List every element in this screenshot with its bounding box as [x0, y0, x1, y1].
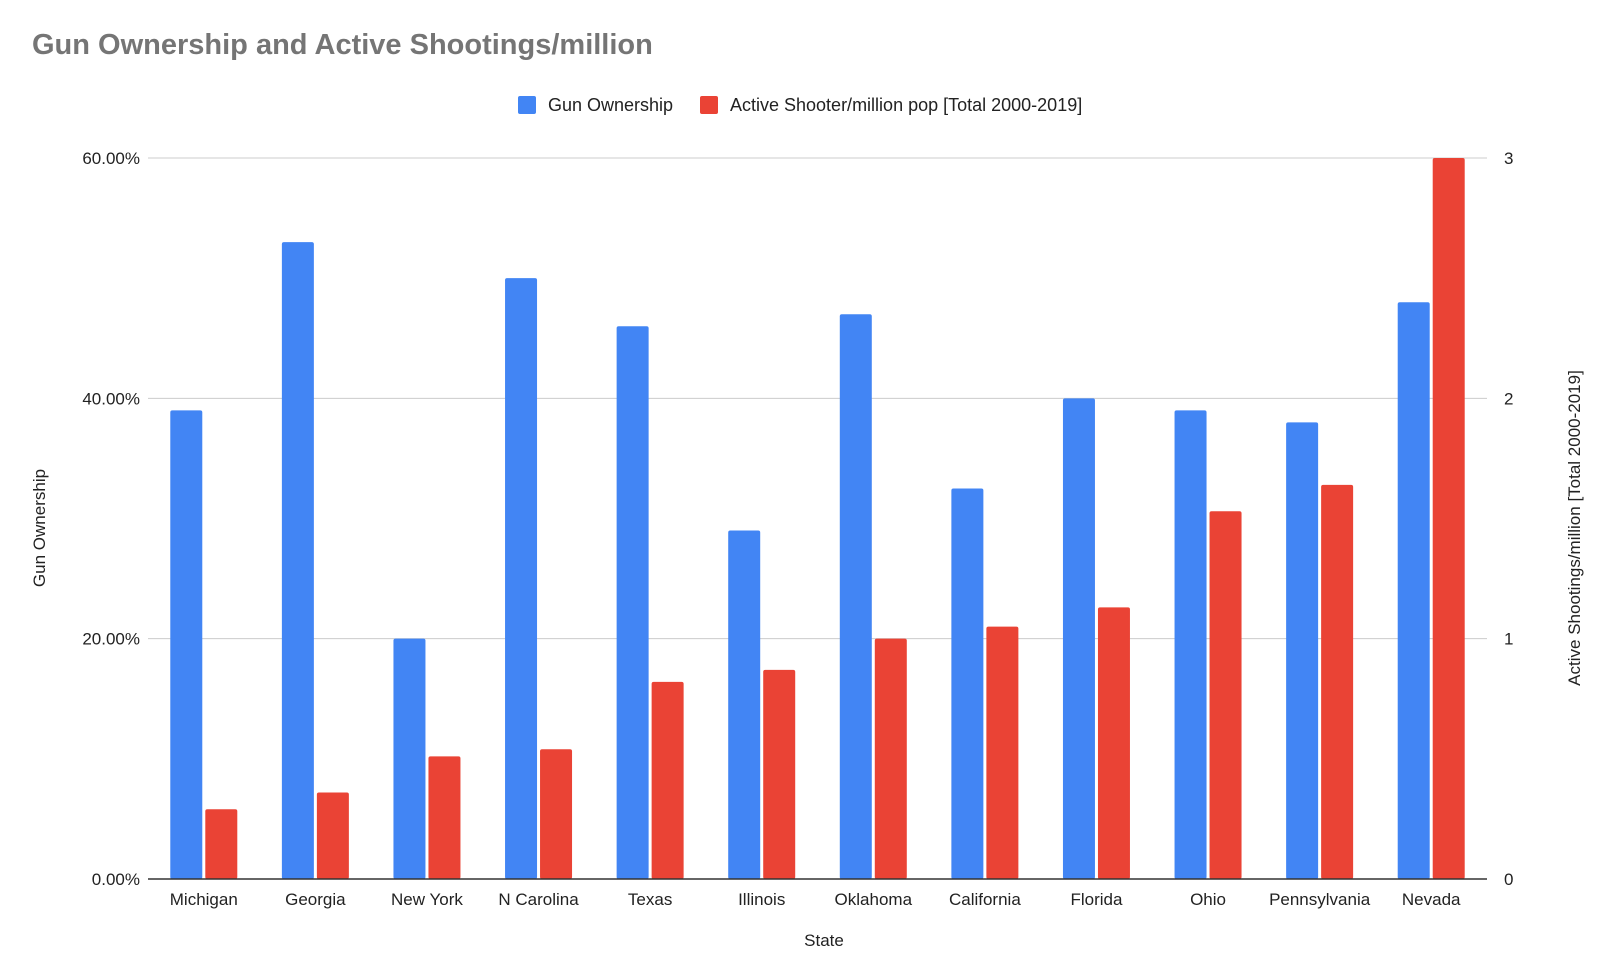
- x-tick-label: Nevada: [1402, 890, 1461, 909]
- x-tick-label: Illinois: [738, 890, 785, 909]
- bar-active-shooter-michigan: [205, 809, 238, 879]
- bars: [148, 158, 1487, 880]
- left-tick-label: 0.00%: [92, 870, 140, 889]
- left-tick-label: 20.00%: [82, 630, 140, 649]
- x-tick-label: Pennsylvania: [1269, 890, 1371, 909]
- right-axis-title: Active Shootings/million [Total 2000-201…: [1565, 370, 1584, 686]
- x-tick-label: Georgia: [285, 890, 346, 909]
- x-axis-title: State: [804, 931, 844, 950]
- bar-gun-ownership-illinois: [728, 530, 761, 879]
- gridlines: [148, 157, 1487, 640]
- bar-active-shooter-nevada: [1432, 158, 1465, 879]
- bar-active-shooter-new-york: [428, 756, 461, 879]
- bar-active-shooter-texas: [651, 681, 684, 879]
- bar-active-shooter-california: [986, 626, 1019, 879]
- bar-active-shooter-oklahoma: [874, 638, 907, 879]
- right-tick-label: 0: [1504, 870, 1513, 889]
- x-tick-label: N Carolina: [498, 890, 579, 909]
- bar-gun-ownership-michigan: [170, 410, 203, 879]
- bar-active-shooter-florida: [1097, 607, 1130, 879]
- left-axis-ticks: 0.00% 20.00% 40.00% 60.00%: [82, 149, 140, 889]
- bar-active-shooter-pennsylvania: [1321, 484, 1354, 879]
- right-axis-ticks: 0 1 2 3: [1504, 149, 1513, 889]
- bar-gun-ownership-ohio: [1174, 410, 1207, 879]
- legend-label-active-shooter: Active Shooter/million pop [Total 2000-2…: [730, 95, 1082, 115]
- left-tick-label: 60.00%: [82, 149, 140, 168]
- x-tick-label: Michigan: [170, 890, 238, 909]
- x-tick-label: California: [949, 890, 1021, 909]
- legend-swatch-gun-ownership: [518, 96, 536, 114]
- bar-gun-ownership-oklahoma: [839, 314, 872, 879]
- legend-swatch-active-shooter: [700, 96, 718, 114]
- left-axis-title: Gun Ownership: [30, 469, 49, 587]
- bar-gun-ownership-pennsylvania: [1286, 422, 1319, 879]
- right-tick-label: 3: [1504, 149, 1513, 168]
- bar-gun-ownership-new-york: [393, 638, 426, 879]
- legend: Gun Ownership Active Shooter/million pop…: [518, 95, 1082, 115]
- bar-active-shooter-illinois: [763, 669, 796, 879]
- bar-gun-ownership-texas: [616, 326, 649, 879]
- bar-gun-ownership-georgia: [281, 242, 314, 879]
- bar-gun-ownership-california: [951, 488, 984, 879]
- x-tick-label: Oklahoma: [835, 890, 913, 909]
- right-tick-label: 1: [1504, 630, 1513, 649]
- bar-active-shooter-ohio: [1209, 511, 1242, 879]
- bar-gun-ownership-n-carolina: [505, 278, 538, 880]
- x-tick-label: Ohio: [1190, 890, 1226, 909]
- bar-active-shooter-georgia: [316, 792, 349, 879]
- bar-active-shooter-n-carolina: [540, 749, 573, 879]
- x-axis-ticks: Michigan Georgia New York N Carolina Texas Il…: [170, 890, 1461, 909]
- left-tick-label: 40.00%: [82, 389, 140, 408]
- bar-gun-ownership-florida: [1062, 398, 1095, 879]
- chart-title: Gun Ownership and Active Shootings/milli…: [32, 29, 653, 61]
- x-tick-label: New York: [391, 890, 463, 909]
- x-tick-label: Florida: [1070, 890, 1123, 909]
- right-tick-label: 2: [1504, 389, 1513, 408]
- x-tick-label: Texas: [628, 890, 672, 909]
- bar-gun-ownership-nevada: [1397, 302, 1430, 879]
- legend-label-gun-ownership: Gun Ownership: [548, 95, 673, 115]
